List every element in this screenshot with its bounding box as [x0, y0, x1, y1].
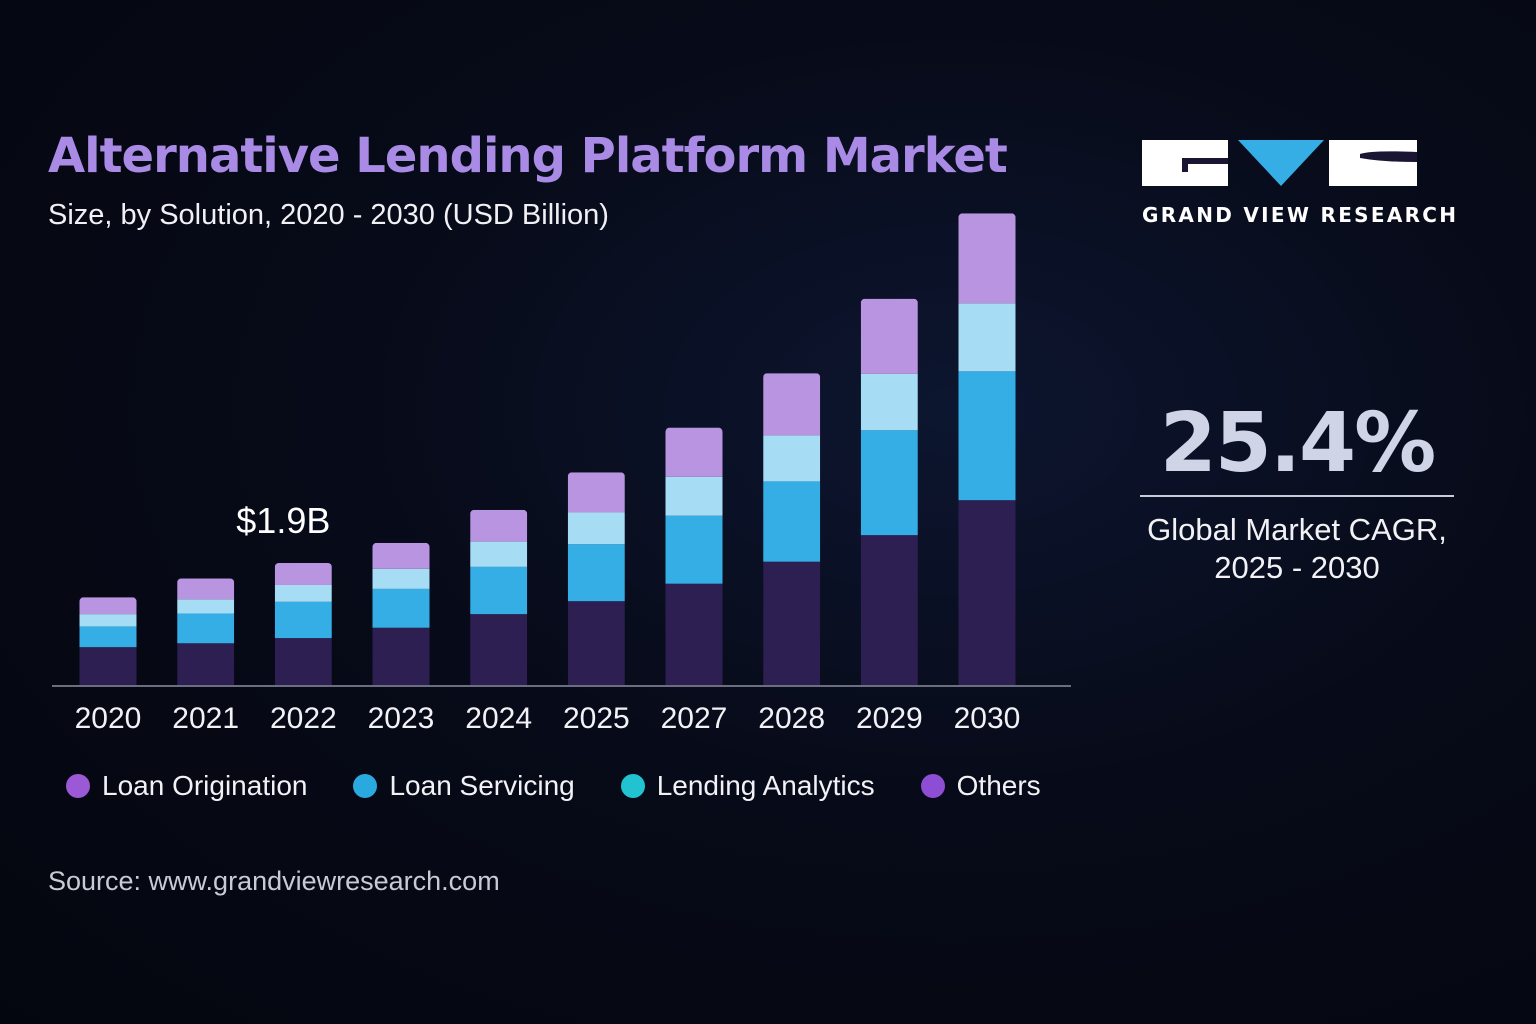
bar-segment-2024-loan-origination: [470, 614, 528, 686]
bar-segment-2020-loan-servicing: [79, 626, 137, 648]
bar-segment-2027-loan-origination: [665, 583, 723, 686]
bar-segment-2021-loan-servicing: [177, 613, 235, 644]
legend-item-others[interactable]: Others: [920, 770, 1041, 802]
bar-segment-2028-loan-servicing: [763, 481, 821, 562]
bar-segment-2025-loan-origination: [567, 601, 625, 686]
cagr-value: 25.4%: [1159, 396, 1436, 491]
bar-segment-2022-others: [274, 562, 332, 585]
gvr-logo-icon: [1142, 140, 1417, 186]
bar-segment-2023-loan-servicing: [372, 588, 430, 628]
x-tick-labels: 2020 2021 2022 2023 2024 2025 2027 2028 2029 2030: [75, 702, 1021, 735]
bar-segment-2024-loan-servicing: [470, 566, 528, 615]
bar-segment-2021-loan-origination: [177, 643, 235, 686]
legend-dot-icon: [620, 774, 645, 798]
bar-segment-2021-lending-analytics: [177, 599, 235, 614]
legend-label: Loan Servicing: [389, 770, 575, 801]
bar-segment-2030-loan-servicing: [958, 371, 1016, 501]
cagr-label: Global Market CAGR, 2025 - 2030: [1140, 511, 1454, 587]
bar-segment-2023-loan-origination: [372, 627, 430, 686]
legend-dot-icon: [66, 774, 90, 798]
legend-label: Loan Origination: [102, 770, 308, 801]
cagr-label-line1: Global Market CAGR,: [1147, 512, 1447, 547]
bar-segment-2029-loan-origination: [860, 535, 918, 686]
bar-segment-2027-others: [665, 427, 723, 477]
bar-segment-2023-lending-analytics: [372, 568, 430, 589]
bar-segment-2028-loan-origination: [763, 561, 821, 686]
x-tick-label: 2028: [758, 702, 825, 735]
bar-2022: [274, 562, 332, 686]
x-tick-label: 2020: [75, 702, 142, 735]
bar-segment-2022-loan-servicing: [274, 601, 332, 639]
stacked-bar-chart: 2020 2021 2022 2023 2024 2025 2027 2028 2029 2030…: [52, 213, 1071, 735]
bar-segment-2028-others: [763, 373, 821, 436]
bar-segment-2027-loan-servicing: [665, 515, 723, 584]
bar-segment-2025-lending-analytics: [567, 512, 625, 545]
bar-segment-2021-others: [177, 578, 235, 600]
bar-segment-2030-lending-analytics: [958, 303, 1016, 372]
x-tick-label: 2025: [563, 702, 630, 735]
bar-segment-2029-lending-analytics: [860, 373, 918, 431]
bar-segment-2025-loan-servicing: [567, 544, 625, 602]
cagr-divider: [1140, 495, 1454, 497]
logo-text: GRAND VIEW RESEARCH: [1142, 203, 1459, 227]
bar-segment-2020-loan-origination: [79, 647, 137, 686]
bar-segment-2020-others: [79, 597, 137, 615]
legend-dot-icon: [920, 774, 945, 798]
source-note: Source: www.grandviewresearch.com: [48, 866, 500, 896]
legend-label: Others: [956, 770, 1041, 801]
bar-segment-2023-others: [372, 542, 430, 569]
cagr-label-line2: 2025 - 2030: [1214, 550, 1380, 585]
bar-segment-2020-lending-analytics: [79, 614, 137, 627]
chart-title: Alternative Lending Platform Market: [48, 128, 1008, 184]
bar-segment-2024-others: [470, 509, 528, 542]
x-tick-label: 2022: [270, 702, 337, 735]
bar-2020: [79, 597, 137, 686]
legend-item-loan-origination[interactable]: Loan Origination: [66, 770, 307, 802]
x-tick-label: 2021: [172, 702, 239, 735]
bar-2025: [567, 472, 625, 686]
bar-segment-2024-lending-analytics: [470, 541, 528, 567]
legend-dot-icon: [353, 774, 378, 798]
bar-2028: [763, 373, 821, 686]
annotation-2022-total: $1.9B: [236, 500, 330, 541]
bar-2023: [372, 542, 430, 686]
bar-2027: [665, 427, 723, 686]
bar-segment-2030-others: [958, 213, 1016, 304]
bar-2029: [860, 298, 918, 686]
bars-group: [79, 213, 1016, 686]
bar-segment-2030-loan-origination: [958, 500, 1016, 686]
legend-item-loan-servicing[interactable]: Loan Servicing: [353, 770, 575, 802]
bar-2030: [958, 213, 1016, 686]
legend-label: Lending Analytics: [656, 770, 875, 801]
chart-subtitle: Size, by Solution, 2020 - 2030 (USD Bill…: [48, 199, 609, 231]
bar-segment-2025-others: [567, 472, 625, 513]
bar-2024: [470, 509, 528, 686]
legend: Loan Origination Loan Servicing Lending …: [66, 770, 1087, 802]
bar-segment-2029-others: [860, 298, 918, 374]
x-tick-label: 2023: [368, 702, 435, 735]
x-tick-label: 2027: [661, 702, 728, 735]
bar-2021: [177, 578, 235, 686]
bar-segment-2022-lending-analytics: [274, 584, 332, 602]
legend-item-lending-analytics[interactable]: Lending Analytics: [620, 770, 875, 802]
bar-segment-2027-lending-analytics: [665, 476, 723, 516]
cagr-panel: 25.4% Global Market CAGR, 2025 - 2030: [1140, 396, 1454, 587]
x-tick-label: 2029: [856, 702, 923, 735]
bar-segment-2022-loan-origination: [274, 638, 332, 686]
bar-segment-2029-loan-servicing: [860, 430, 918, 536]
bar-segment-2028-lending-analytics: [763, 435, 821, 482]
x-tick-label: 2030: [954, 702, 1021, 735]
x-tick-label: 2024: [465, 702, 532, 735]
